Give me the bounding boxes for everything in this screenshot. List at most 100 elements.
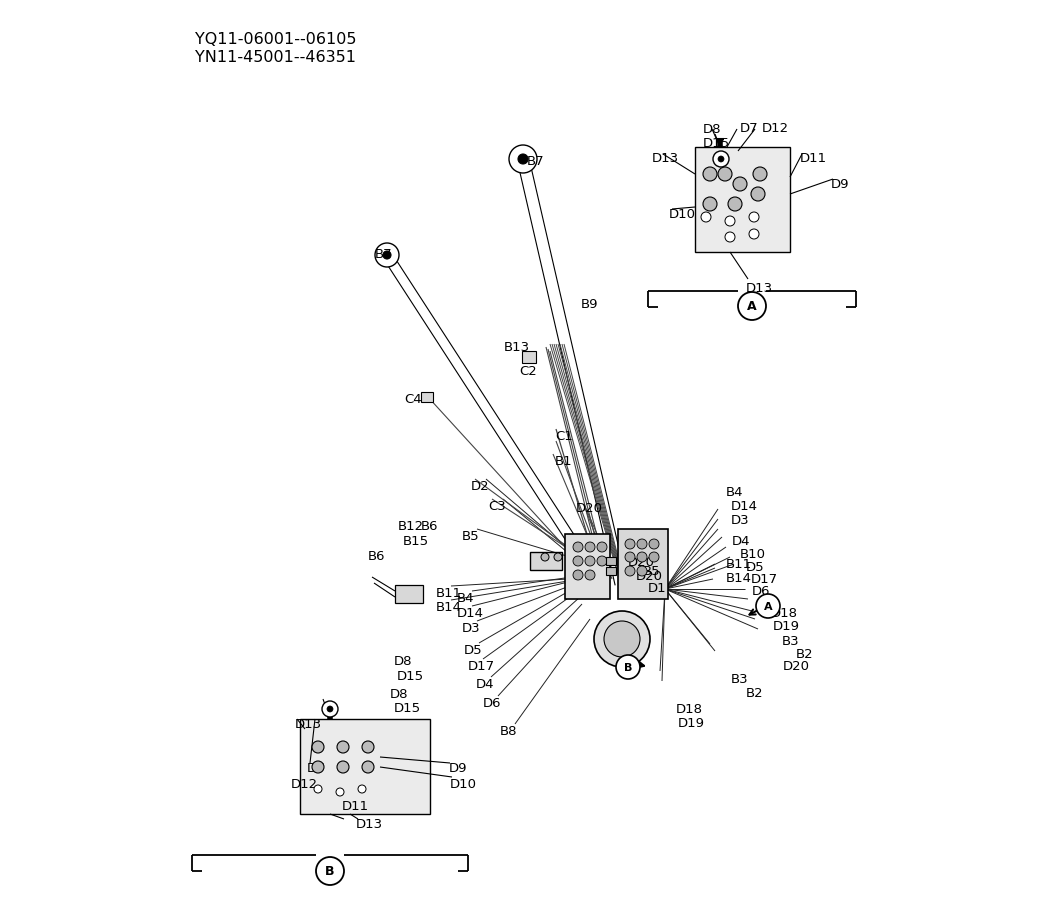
Text: B14: B14 — [436, 601, 462, 613]
Text: B11: B11 — [436, 586, 462, 599]
Text: D18: D18 — [771, 606, 798, 620]
Bar — [606, 557, 616, 566]
Circle shape — [509, 146, 537, 174]
Bar — [522, 352, 536, 364]
Circle shape — [594, 612, 650, 667]
Bar — [565, 534, 610, 599]
Circle shape — [637, 552, 647, 562]
Circle shape — [541, 554, 549, 561]
Text: C2: C2 — [519, 364, 537, 378]
Text: D4: D4 — [732, 534, 750, 548]
Text: C4: C4 — [404, 392, 422, 406]
Text: B4: B4 — [457, 592, 475, 604]
Circle shape — [316, 857, 344, 885]
Text: B15: B15 — [403, 534, 429, 548]
Bar — [618, 529, 668, 599]
Text: D12: D12 — [762, 122, 789, 135]
Text: D15: D15 — [703, 137, 730, 150]
Circle shape — [605, 621, 640, 658]
Circle shape — [751, 188, 765, 202]
Circle shape — [573, 570, 583, 580]
Circle shape — [327, 706, 333, 713]
Circle shape — [738, 292, 766, 320]
Circle shape — [586, 542, 595, 552]
Circle shape — [375, 244, 399, 268]
Text: B4: B4 — [726, 485, 744, 499]
Text: C3: C3 — [488, 500, 505, 512]
Text: B9: B9 — [581, 298, 598, 310]
Circle shape — [637, 566, 647, 576]
Text: D5: D5 — [464, 643, 482, 657]
Circle shape — [718, 157, 724, 163]
Bar — [421, 392, 433, 402]
Circle shape — [554, 554, 562, 561]
Text: D6: D6 — [752, 584, 770, 597]
Text: D14: D14 — [457, 606, 484, 620]
Text: B: B — [624, 662, 632, 672]
Text: D18: D18 — [676, 703, 703, 715]
Circle shape — [518, 155, 528, 165]
Text: B14: B14 — [726, 571, 752, 584]
Text: D15: D15 — [397, 669, 424, 682]
Text: A: A — [747, 300, 756, 313]
Circle shape — [753, 168, 767, 182]
Circle shape — [616, 655, 640, 679]
Text: D7: D7 — [307, 761, 326, 774]
Circle shape — [637, 539, 647, 549]
Bar — [395, 585, 423, 603]
Circle shape — [749, 230, 759, 240]
Text: B7: B7 — [375, 248, 392, 261]
Circle shape — [314, 785, 322, 793]
Text: D17: D17 — [468, 659, 495, 672]
Text: B3: B3 — [731, 672, 749, 686]
Text: D1: D1 — [648, 582, 667, 594]
Circle shape — [718, 168, 732, 182]
Circle shape — [703, 198, 717, 212]
Text: D3: D3 — [731, 513, 750, 527]
Circle shape — [597, 557, 607, 566]
Text: D13: D13 — [746, 281, 773, 295]
Text: B5: B5 — [642, 565, 660, 577]
Circle shape — [573, 557, 583, 566]
Text: B2: B2 — [746, 686, 764, 699]
Text: D11: D11 — [342, 799, 369, 812]
Text: D17: D17 — [751, 573, 779, 585]
Circle shape — [649, 539, 659, 549]
Text: D3: D3 — [462, 621, 481, 634]
Bar — [300, 719, 430, 815]
Text: YN11-45001--46351: YN11-45001--46351 — [195, 50, 356, 65]
Text: A: A — [764, 602, 772, 612]
Text: D8: D8 — [703, 123, 722, 136]
Circle shape — [597, 542, 607, 552]
Circle shape — [728, 198, 742, 212]
Text: D15: D15 — [394, 701, 421, 714]
Text: B13: B13 — [504, 341, 530, 354]
Text: B3: B3 — [782, 634, 800, 648]
Text: B11: B11 — [726, 557, 752, 570]
Bar — [695, 148, 790, 253]
Circle shape — [586, 570, 595, 580]
Bar — [606, 567, 616, 575]
Text: B: B — [325, 864, 334, 878]
Text: B5: B5 — [462, 529, 480, 542]
Circle shape — [358, 785, 366, 793]
Circle shape — [649, 552, 659, 562]
Circle shape — [749, 213, 759, 223]
Text: D20: D20 — [576, 502, 603, 514]
Text: D19: D19 — [773, 620, 800, 632]
Text: D8: D8 — [390, 687, 408, 700]
Circle shape — [362, 761, 375, 773]
Circle shape — [701, 213, 711, 223]
Bar — [530, 552, 562, 570]
Text: YQ11-06001--06105: YQ11-06001--06105 — [195, 32, 357, 47]
Text: D10: D10 — [669, 207, 696, 221]
Text: D13: D13 — [652, 152, 679, 165]
Circle shape — [322, 701, 338, 717]
Circle shape — [625, 552, 635, 562]
Circle shape — [335, 788, 344, 796]
Text: B7: B7 — [528, 155, 544, 168]
Text: D20: D20 — [628, 556, 655, 568]
Circle shape — [337, 741, 349, 753]
Text: D13: D13 — [356, 817, 383, 830]
Text: B6: B6 — [421, 520, 439, 532]
